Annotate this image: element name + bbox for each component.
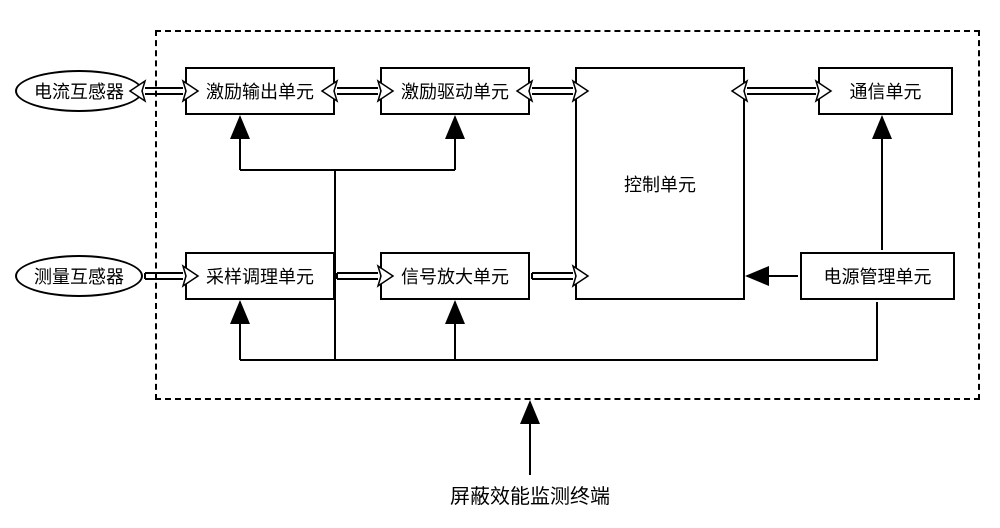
diagram-canvas: 电流互感器 测量互感器 激励输出单元 激励驱动单元 采样调理单元 信号放大单元 … [0, 0, 1000, 528]
current-transformer-label: 电流互感器 [34, 78, 124, 104]
current-transformer-node: 电流互感器 [15, 70, 143, 112]
power-management-unit: 电源管理单元 [800, 252, 955, 300]
excitation-output-unit: 激励输出单元 [185, 67, 335, 115]
measure-transformer-node: 测量互感器 [15, 255, 143, 297]
sampling-conditioning-unit: 采样调理单元 [185, 252, 335, 300]
communication-unit-label: 通信单元 [850, 78, 922, 104]
measure-transformer-label: 测量互感器 [34, 263, 124, 289]
excitation-output-label: 激励输出单元 [206, 78, 314, 104]
caption-text: 屏蔽效能监测终端 [450, 486, 610, 508]
power-management-label: 电源管理单元 [824, 263, 932, 289]
diagram-caption: 屏蔽效能监测终端 [400, 480, 660, 509]
sampling-conditioning-label: 采样调理单元 [206, 263, 314, 289]
control-unit: 控制单元 [575, 67, 745, 300]
communication-unit: 通信单元 [818, 67, 953, 115]
excitation-drive-label: 激励驱动单元 [401, 78, 509, 104]
excitation-drive-unit: 激励驱动单元 [380, 67, 530, 115]
signal-amplification-label: 信号放大单元 [401, 263, 509, 289]
control-unit-label: 控制单元 [624, 171, 696, 197]
signal-amplification-unit: 信号放大单元 [380, 252, 530, 300]
